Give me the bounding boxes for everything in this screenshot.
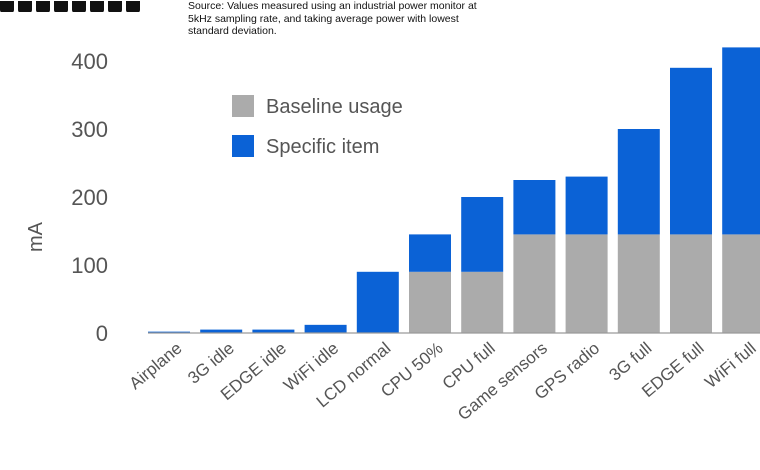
x-tick-label: Airplane — [126, 339, 186, 394]
bar-specific — [148, 331, 190, 333]
legend-swatch — [232, 135, 254, 157]
y-tick-label: 0 — [96, 321, 108, 346]
y-axis-label: mA — [25, 221, 47, 252]
bar-baseline — [565, 234, 608, 333]
bar-specific — [356, 271, 399, 333]
y-tick-label: 400 — [71, 49, 108, 74]
y-tick-label: 300 — [71, 117, 108, 142]
bar-specific — [200, 329, 243, 333]
legend-label: Baseline usage — [266, 96, 403, 118]
bar-baseline — [409, 271, 451, 333]
x-tick-label: Game sensors — [454, 339, 551, 425]
bar-specific — [565, 176, 608, 235]
bar-specific — [409, 234, 451, 272]
bar-specific — [304, 324, 347, 333]
header-logo-strip — [0, 0, 170, 12]
bar-baseline — [670, 234, 712, 333]
bar-specific — [722, 47, 760, 235]
bar-baseline — [617, 234, 660, 333]
bar-specific — [252, 329, 295, 333]
bar-baseline — [513, 234, 556, 333]
bar-specific — [513, 180, 556, 235]
bar-baseline — [461, 271, 504, 333]
bar-specific — [670, 67, 712, 235]
y-tick-label: 200 — [71, 185, 108, 210]
source-note: Source: Values measured using an industr… — [188, 0, 477, 37]
legend-label: Specific item — [266, 136, 379, 158]
x-tick-label: WiFi full — [701, 339, 760, 392]
bar-specific — [461, 197, 504, 272]
bar-baseline — [722, 234, 760, 333]
bar-specific — [617, 129, 660, 235]
y-tick-label: 100 — [71, 253, 108, 278]
legend-swatch — [232, 95, 254, 117]
